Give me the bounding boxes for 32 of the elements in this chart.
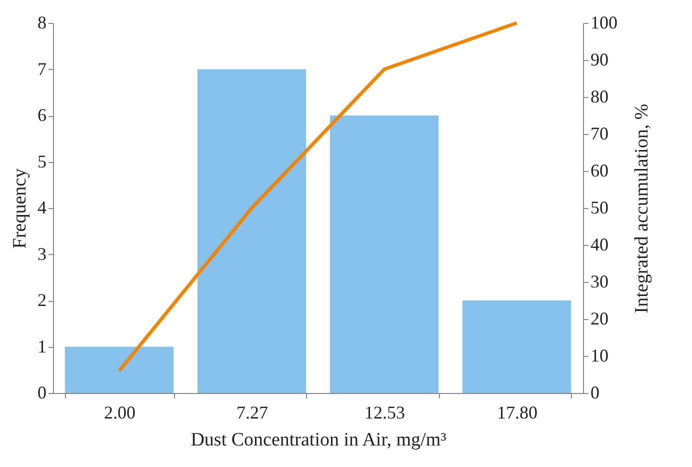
y2-tick-label: 0 [590,382,600,402]
x-axis-title: Dust Concentration in Air, mg/m³ [190,430,447,450]
y2-tick-label: 80 [590,86,608,106]
y2-tick-label: 30 [590,272,608,292]
x-tick-label: 2.00 [104,402,136,422]
x-tick-label: 12.53 [364,402,405,422]
x-tick-label: 7.27 [236,402,268,422]
y-tick-label: 1 [38,336,46,356]
y-axis-title: Frequency [10,168,30,249]
y2-tick-label: 50 [590,198,608,218]
y-tick-label: 5 [38,151,46,172]
bar [64,346,174,393]
line-series [118,21,518,373]
y-tick-label: 8 [38,12,46,32]
y-tick-label: 6 [38,105,46,125]
bar [197,69,306,393]
x-tick-label: 17.80 [497,402,538,422]
y2-tick-label: 90 [590,50,608,70]
y2-axis-title: Integrated accumulation, % [632,104,652,314]
y2-tick-label: 40 [590,234,608,254]
y-tick-label: 7 [38,58,46,79]
bar [462,300,572,393]
y-tick-label: 3 [38,244,46,264]
y-tick-label: 0 [38,382,46,402]
y2-tick-label: 100 [590,12,618,32]
y2-tick-label: 20 [590,308,608,328]
y-tick-label: 2 [38,290,46,310]
y2-tick-label: 10 [590,346,608,366]
y-tick-label: 4 [38,198,46,218]
y2-tick-label: 70 [590,124,608,144]
y2-tick-label: 60 [590,160,608,180]
bar [330,116,439,393]
